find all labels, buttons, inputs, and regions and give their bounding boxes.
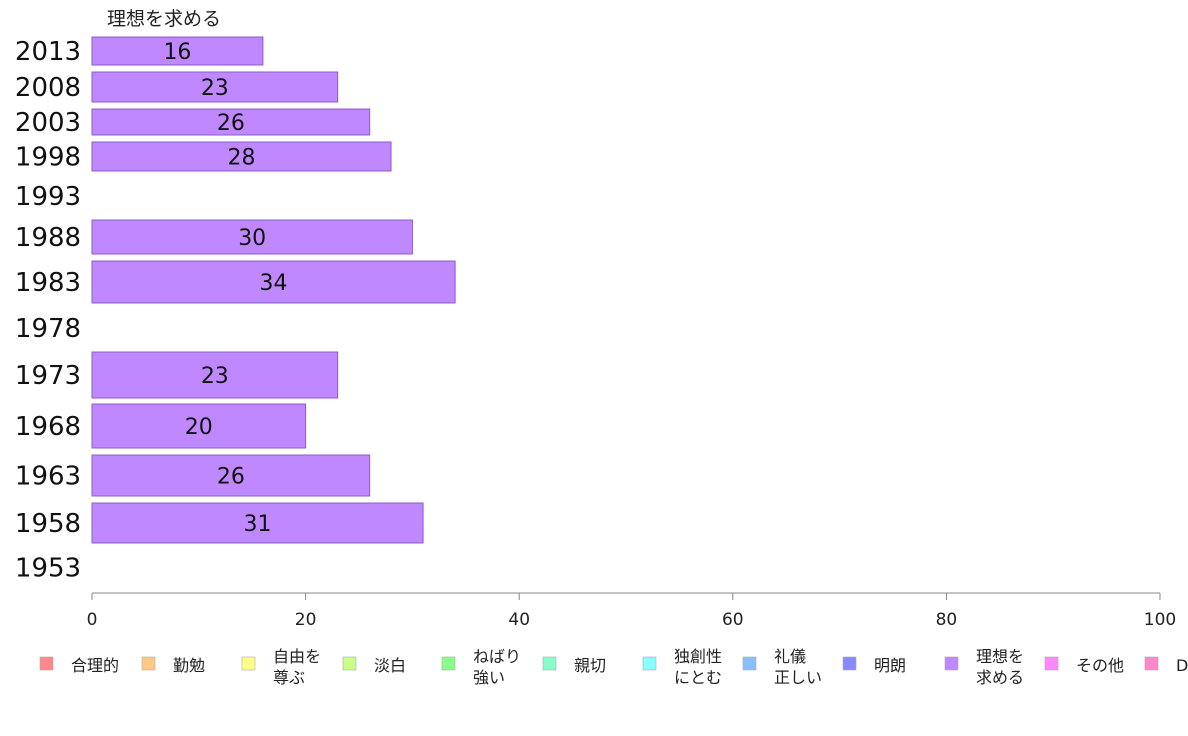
bar (91, 71, 339, 103)
bar (91, 219, 413, 255)
bar-value-label: 26 (217, 465, 245, 490)
x-tick-label: 0 (87, 610, 98, 630)
x-tick-label: 40 (508, 610, 530, 630)
bar (91, 502, 424, 544)
legend-swatch (642, 656, 657, 671)
legend-swatch (141, 656, 156, 671)
legend-label: D (1176, 656, 1188, 675)
y-tick-label: 1993 (15, 182, 81, 212)
y-tick-label: 1963 (15, 462, 81, 492)
legend-swatch (1044, 656, 1059, 671)
legend-swatch (241, 656, 256, 671)
legend-label: ねばり (473, 647, 521, 666)
legend-label: 自由を (273, 647, 321, 666)
legend-swatch (944, 656, 959, 671)
x-axis: 0 20 40 60 80 100 (87, 592, 1176, 630)
legend-label: 求める (976, 668, 1024, 687)
bar-value-label: 30 (238, 226, 266, 251)
legend-swatch (742, 656, 757, 671)
bar-value-label: 28 (228, 146, 256, 171)
y-tick-label: 1988 (15, 223, 81, 253)
y-tick-label: 1973 (15, 361, 81, 391)
legend-label: 強い (473, 668, 505, 687)
x-tick-label: 60 (722, 610, 744, 630)
x-tick-label: 100 (1144, 610, 1176, 630)
bar-value-label: 31 (244, 512, 272, 537)
legend-label: 勤勉 (173, 656, 205, 675)
legend-swatch (39, 656, 54, 671)
bar-value-label: 23 (201, 76, 229, 101)
bar (91, 141, 392, 172)
y-tick-label: 2013 (15, 37, 81, 67)
legend-label: 礼儀 (774, 647, 806, 666)
bar (91, 108, 371, 136)
legend-label: にとむ (674, 668, 722, 687)
x-tick-label: 20 (295, 610, 317, 630)
bar (91, 260, 456, 304)
bar-value-label: 16 (163, 40, 191, 65)
x-tick-label: 80 (936, 610, 958, 630)
legend-label: 正しい (774, 668, 822, 687)
bar-value-label: 34 (260, 271, 288, 296)
legend-swatch (542, 656, 557, 671)
bar (91, 351, 339, 399)
bar (91, 403, 307, 449)
legend-label: 親切 (574, 656, 606, 675)
y-tick-label: 1998 (15, 143, 81, 173)
legend-swatch (441, 656, 456, 671)
y-tick-label: 1983 (15, 268, 81, 298)
legend-label: 明朗 (874, 656, 906, 675)
legend-label: 合理的 (71, 656, 119, 675)
bar-value-label: 20 (185, 415, 213, 440)
bar-value-label: 23 (201, 364, 229, 389)
legend-swatch (342, 656, 357, 671)
y-tick-label: 1958 (15, 509, 81, 539)
bar (91, 454, 371, 497)
series-title: 理想を求める (107, 8, 221, 30)
y-tick-labels: 2013 2008 2003 1998 1993 1988 1983 1978 1973 1968… (15, 37, 81, 584)
y-tick-label: 1978 (15, 314, 81, 344)
y-tick-label: 2003 (15, 108, 81, 138)
legend-label: 淡白 (374, 656, 406, 675)
legend-label: 独創性 (674, 647, 722, 666)
legend-swatch (1144, 656, 1159, 671)
y-tick-label: 1953 (15, 554, 81, 584)
bar-value-label: 26 (217, 111, 245, 136)
legend-label: 尊ぶ (273, 668, 305, 687)
legend-label: 理想を (976, 647, 1024, 666)
y-tick-label: 1968 (15, 412, 81, 442)
legend-label: その他 (1076, 656, 1124, 675)
legend-swatch (842, 656, 857, 671)
y-tick-label: 2008 (15, 73, 81, 103)
bar (91, 36, 264, 66)
